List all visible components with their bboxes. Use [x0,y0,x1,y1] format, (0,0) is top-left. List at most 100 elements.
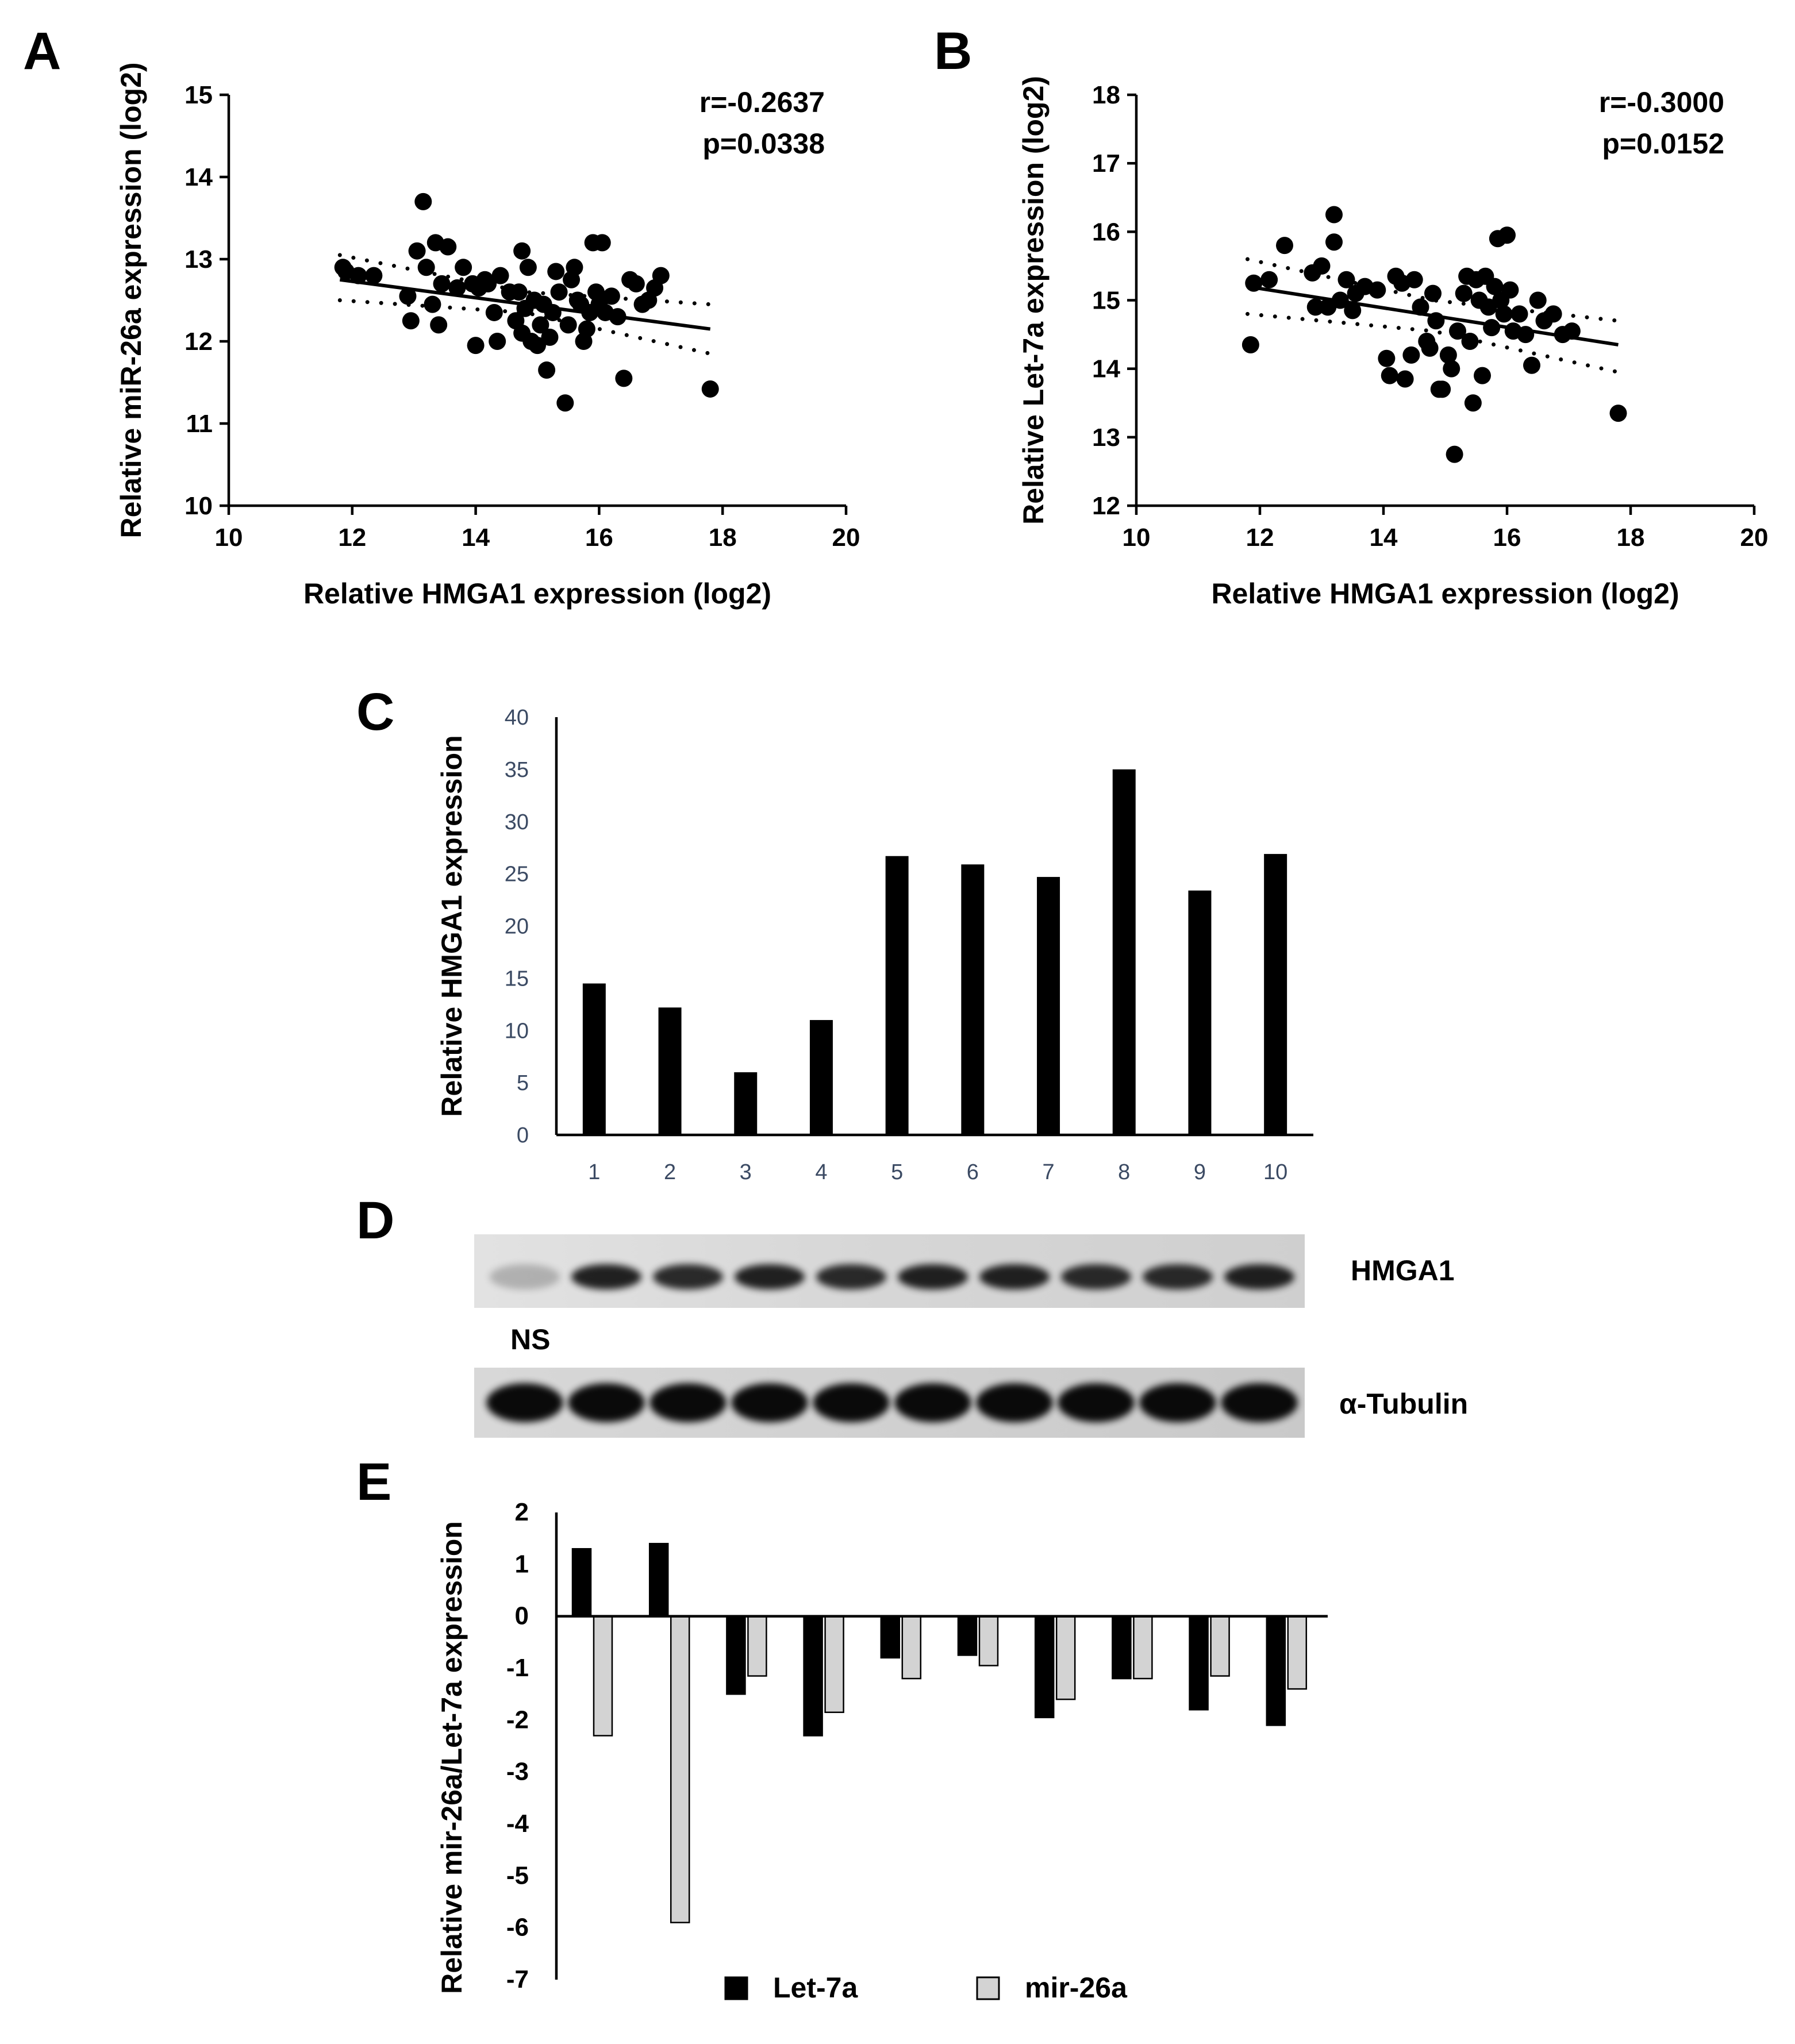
x-tick-label-B: 14 [1370,523,1398,552]
stat-p-a: p=0.0338 [702,128,825,160]
x-tick-label-c: 3 [740,1160,752,1184]
scatter-point [1501,281,1519,299]
scatter-point [1241,336,1259,353]
blot-band-tubulin [568,1383,645,1422]
scatter-point [1464,394,1482,412]
scatter-point [1474,367,1491,384]
scatter-point [513,242,531,260]
x-tick-label-B: 10 [1123,523,1151,552]
x-axis-title-b: Relative HMGA1 expression (log2) [1211,578,1679,610]
scatter-point [349,267,367,284]
blot-band-hmga1 [1142,1264,1213,1289]
scatter-point [1517,326,1535,344]
stat-r-a: r=-0.2637 [699,86,825,118]
scatter-point [479,275,497,292]
scatter-point [365,267,383,284]
y-tick-label-c: 40 [505,706,529,730]
stat-r-b: r=-0.3000 [1599,86,1724,118]
bar-e-mir26a [824,1615,844,1714]
bar-c [582,983,606,1135]
panel-letter-e: E [356,1453,391,1511]
bar-e-let7a [648,1542,669,1617]
y-tick-label-e: 1 [515,1550,529,1578]
blot-band-hmga1 [816,1264,887,1289]
x-tick-label-B: 20 [1740,523,1769,552]
blot-band-hmga1 [1060,1264,1132,1289]
x-tick-label-c: 8 [1118,1160,1130,1184]
scatter-point [1449,322,1466,340]
scatter-point [1369,281,1386,299]
bar-e-mir26a [1055,1615,1076,1700]
bar-c [1188,890,1212,1135]
scatter-point [399,287,417,305]
blot-band-tubulin [1139,1383,1216,1422]
scatter-point [529,337,546,355]
bar-e-let7a [1034,1615,1055,1719]
scatter-point [1427,312,1445,330]
scatter-point [1276,237,1293,255]
blot-band-hmga1 [897,1264,968,1289]
scatter-point [1455,284,1473,302]
scatter-point [556,394,574,412]
blot-band-hmga1 [1224,1264,1295,1289]
y-tick-label-B: 13 [1092,424,1120,452]
y-tick-label-e: -1 [506,1654,529,1682]
scatter-point [1405,271,1423,288]
scatter-point [467,337,485,355]
scatter-point [1609,405,1627,422]
scatter-point [547,263,565,280]
scatter-point [1498,226,1516,244]
scatter-point [532,316,549,334]
y-tick-label-e: 0 [515,1602,529,1630]
scatter-point [1461,333,1479,350]
panel-letter-b: B [934,22,972,80]
y-tick-label-c: 5 [517,1071,529,1095]
x-tick-label-c: 6 [967,1160,979,1184]
x-tick-label-A: 20 [832,523,860,552]
x-tick-label-c: 4 [815,1160,827,1184]
scatter-point [430,316,448,334]
blot-band-hmga1 [571,1264,642,1289]
y-tick-label-e: -6 [506,1914,529,1942]
blot-band-tubulin [649,1383,727,1422]
bar-c [658,1007,682,1135]
scatter-point [448,279,466,297]
scatter-point [1510,305,1528,323]
y-tick-label-A: 13 [185,245,213,274]
scatter-point [1331,291,1349,309]
y-tick-label-B: 12 [1092,492,1120,520]
bar-e-mir26a [978,1615,999,1666]
y-tick-label-A: 12 [185,328,213,356]
bar-e-mir26a [1210,1615,1230,1677]
y-tick-label-A: 11 [186,410,213,438]
y-tick-label-B: 14 [1092,355,1120,383]
bar-c [885,856,909,1135]
scatter-point [489,333,506,350]
y-axis-title-e: Relative mir-26a/Let-7a expression [436,1521,468,1994]
bar-e-let7a [880,1615,901,1659]
y-tick-label-e: -4 [506,1810,529,1838]
scatter-point [414,193,432,210]
scatter-point [1245,274,1263,292]
y-axis-title-a: Relative miR-26a expression (log2) [115,62,147,538]
scatter-point [424,295,441,313]
scatter-point [1544,305,1562,323]
x-tick-label-A: 12 [338,523,366,552]
scatter-point [402,312,420,330]
bar-c [1264,854,1287,1135]
scatter-point [1424,284,1442,302]
scatter-point [1523,356,1540,374]
scatter-point [578,320,595,338]
scatter-point [1446,445,1463,463]
scatter-point [1402,346,1420,364]
bar-e-let7a [726,1615,746,1695]
scatter-point [1325,206,1343,224]
bar-e-mir26a [901,1615,922,1680]
scatter-point [417,259,435,276]
panel-letter-a: A [23,22,61,80]
y-tick-label-e: -5 [506,1861,529,1889]
blot-label-ns: NS [510,1323,550,1356]
scatter-point [1495,305,1513,323]
scatter-point [602,287,620,305]
